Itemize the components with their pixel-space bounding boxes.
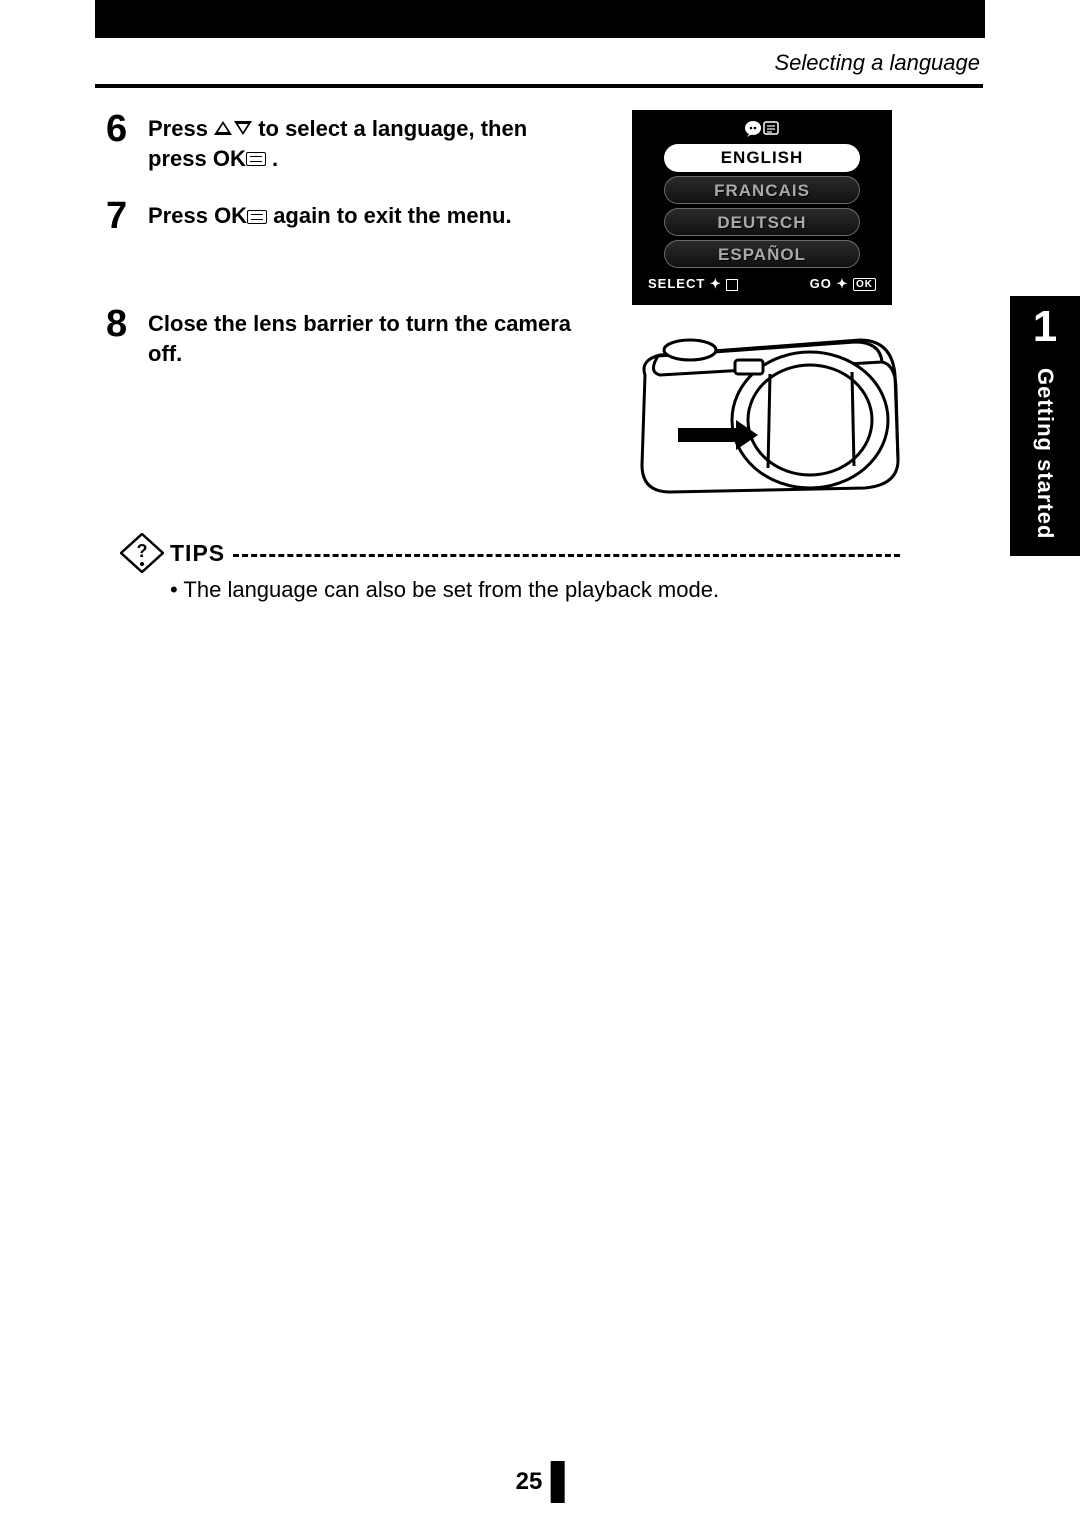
text-fragment: Close the lens barrier to turn the camer…: [148, 311, 571, 366]
select-label: SELECT: [648, 276, 705, 291]
menu-icon: [247, 210, 267, 224]
language-option: DEUTSCH: [664, 208, 860, 236]
tips-body: • The language can also be set from the …: [170, 577, 900, 603]
chapter-title: Getting started: [1032, 368, 1058, 539]
bullet: •: [170, 577, 178, 602]
chapter-tab: 1 Getting started: [1010, 296, 1080, 556]
language-bottom-bar: SELECT ✦ GO ✦ OK: [646, 272, 878, 292]
tips-header: ? TIPS: [120, 533, 900, 573]
menu-icon: [246, 152, 266, 166]
step-7: 7 Press OK again to exit the menu.: [106, 197, 586, 235]
tips-section: ? TIPS • The language can also be set fr…: [120, 533, 900, 603]
text-fragment: Press: [148, 203, 214, 228]
text-fragment: Press: [148, 116, 214, 141]
language-menu-screen: ENGLISH FRANCAIS DEUTSCH ESPAÑOL SELECT ✦ G…: [632, 110, 892, 305]
top-black-bar: [95, 0, 985, 38]
go-hint: GO ✦ OK: [810, 276, 876, 292]
step-number: 6: [106, 110, 148, 148]
language-option: ENGLISH: [664, 144, 860, 172]
step-8: 8 Close the lens barrier to turn the cam…: [106, 305, 586, 368]
header-rule: [95, 84, 983, 88]
step-number: 7: [106, 197, 148, 235]
step-text: Press OK again to exit the menu.: [148, 197, 512, 231]
step-text: Press to select a language, then press O…: [148, 110, 586, 173]
go-label: GO: [810, 276, 832, 291]
ok-label: OK: [214, 203, 247, 228]
speech-bubble-icon: [646, 120, 878, 140]
text-fragment: again to exit the menu.: [273, 203, 511, 228]
page-number: 25: [516, 1468, 551, 1496]
ok-label: OK: [213, 146, 246, 171]
ok-icon: OK: [853, 278, 876, 291]
language-options-list: ENGLISH FRANCAIS DEUTSCH ESPAÑOL: [646, 144, 878, 268]
step-number: 8: [106, 305, 148, 343]
down-arrow-icon: [234, 121, 252, 135]
instruction-steps: 6 Press to select a language, then press…: [106, 110, 586, 393]
page-footer: 25: [516, 1461, 565, 1503]
dpad-icon: [726, 279, 738, 291]
chapter-number: 1: [1010, 296, 1080, 352]
tips-dashes: [233, 554, 900, 557]
text-fragment: .: [272, 146, 278, 171]
tips-label: TIPS: [170, 540, 225, 567]
up-arrow-icon: [214, 121, 232, 135]
svg-text:?: ?: [137, 541, 148, 561]
select-hint: SELECT ✦: [648, 276, 738, 292]
header-title: Selecting a language: [775, 50, 981, 76]
camera-illustration: [620, 320, 905, 505]
language-option: FRANCAIS: [664, 176, 860, 204]
page-bar: [550, 1461, 564, 1503]
tips-text: The language can also be set from the pl…: [183, 577, 719, 602]
step-text: Close the lens barrier to turn the camer…: [148, 305, 586, 368]
language-option: ESPAÑOL: [664, 240, 860, 268]
step-6: 6 Press to select a language, then press…: [106, 110, 586, 173]
tips-diamond-icon: ?: [120, 533, 164, 573]
